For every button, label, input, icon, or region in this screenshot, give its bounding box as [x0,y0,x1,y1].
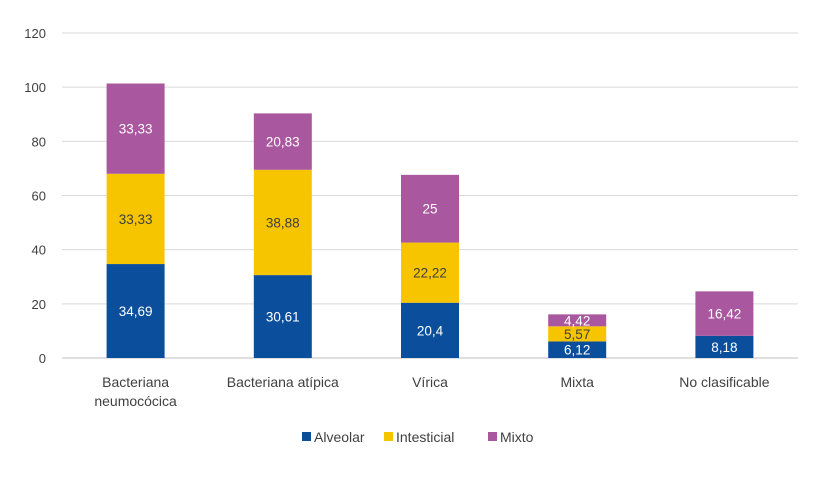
bar-segment-mixto [106,83,165,174]
y-tick-label: 60 [32,189,46,204]
data-label: 22,22 [413,266,447,281]
y-tick-label: 0 [39,351,46,366]
data-label: 20,4 [417,323,444,338]
bar-segment-alveolar [548,341,607,358]
legend-swatch [384,432,393,441]
legend-swatch [302,432,311,441]
data-label: 5,57 [564,327,590,342]
y-tick-label: 20 [32,297,46,312]
x-category-label: neumocócica [94,393,177,409]
y-tick-label: 40 [32,243,46,258]
y-tick-label: 80 [32,134,46,149]
bar-segment-mixto [253,113,312,170]
bar-segment-intesticial [106,173,165,265]
bar-segment-mixto [548,314,607,327]
data-label: 8,18 [711,340,737,355]
x-category-label: No clasificable [679,374,769,390]
bar-segment-intesticial [548,326,607,342]
legend-swatch [488,432,497,441]
bar-segment-alveolar [106,264,165,358]
legend-label: Intesticial [396,429,454,445]
data-label: 6,12 [564,343,590,358]
bar-segment-mixto [695,291,754,336]
y-tick-label: 120 [24,26,46,41]
bar-segment-alveolar [401,302,459,358]
y-tick-label: 100 [24,80,46,95]
data-label: 4,42 [564,313,590,328]
data-label: 25 [422,202,437,217]
bar-segment-mixto [401,174,459,243]
x-category-label: Vírica [412,374,448,390]
x-category-label: Bacteriana atípica [227,374,339,390]
data-label: 33,33 [119,212,153,227]
data-label: 34,69 [119,304,153,319]
data-label: 33,33 [119,122,153,137]
legend-label: Alveolar [314,429,365,445]
data-label: 38,88 [266,215,300,230]
data-label: 30,61 [266,310,300,325]
data-label: 20,83 [266,135,300,150]
data-label: 16,42 [708,307,742,322]
bar-segment-alveolar [695,335,754,358]
legend-label: Mixto [500,429,534,445]
x-category-label: Mixta [560,374,594,390]
bar-segment-intesticial [253,169,312,276]
bar-segment-intesticial [401,242,459,303]
bar-segment-alveolar [253,275,312,358]
x-category-label: Bacteriana [102,374,169,390]
